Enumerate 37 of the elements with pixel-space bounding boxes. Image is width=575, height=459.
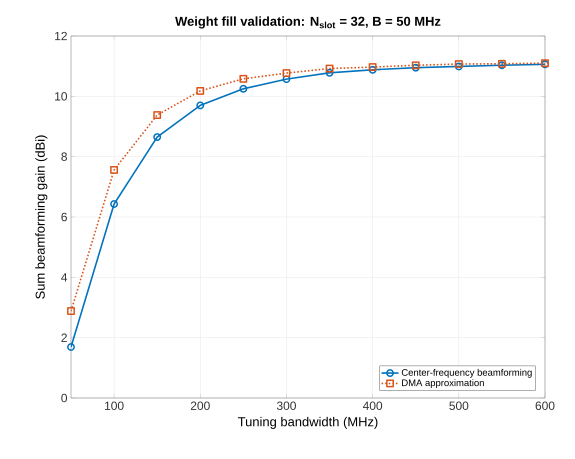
y-tick-label: 0 xyxy=(61,394,68,402)
point xyxy=(110,166,118,174)
point xyxy=(412,64,420,72)
point xyxy=(110,200,118,208)
point xyxy=(326,68,334,77)
y-tick-label: 10 xyxy=(55,92,68,101)
x-tick-label: 600 xyxy=(536,402,555,410)
legend-label: DMA approximation xyxy=(402,379,484,388)
point xyxy=(239,74,248,83)
x-tick-label: 400 xyxy=(362,402,382,410)
y-tick-label: 12 xyxy=(55,32,67,40)
point xyxy=(196,86,204,95)
x-tick-label: 300 xyxy=(276,402,296,410)
y-tick-label: 8 xyxy=(61,152,67,161)
y-tick-label: 2 xyxy=(61,333,67,342)
x-tick-label: 100 xyxy=(105,402,124,410)
point xyxy=(282,69,290,78)
point xyxy=(454,60,463,68)
point xyxy=(153,111,162,119)
point xyxy=(153,133,162,141)
point xyxy=(326,64,334,73)
point xyxy=(412,61,420,70)
point xyxy=(67,307,75,316)
point xyxy=(239,84,248,93)
x-axis-title: Tuning bandwidth (MHz) xyxy=(238,416,378,429)
chart-title: Weight fill validation: N$_{slot}$ = 32, B = 50 MHz xyxy=(175,16,440,29)
point xyxy=(196,101,204,110)
point xyxy=(368,66,377,74)
y-tick-label: 4 xyxy=(61,273,68,282)
y-tick-label: 6 xyxy=(61,212,67,222)
legend-label: Center-frequency beamforming xyxy=(402,368,532,378)
x-tick-label: 500 xyxy=(449,402,468,410)
point xyxy=(282,75,290,84)
y-axis-title: Sum beamforming gain (dBi) xyxy=(35,135,48,299)
point xyxy=(454,62,463,70)
x-tick-label: 200 xyxy=(190,402,210,410)
point xyxy=(368,63,377,72)
